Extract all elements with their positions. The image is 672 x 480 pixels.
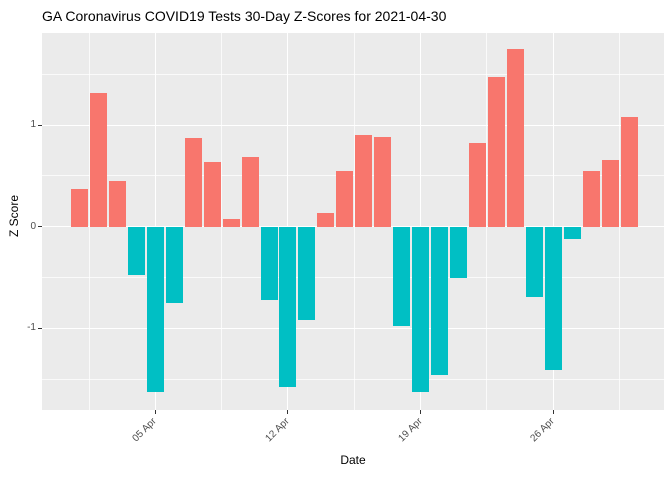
bar-2021-04-26 <box>544 226 562 371</box>
bar-2021-04-08 <box>203 161 221 227</box>
chart-title: GA Coronavirus COVID19 Tests 30-Day Z-Sc… <box>42 8 447 24</box>
bar-2021-04-13 <box>298 226 316 321</box>
bar-2021-04-05 <box>146 226 164 393</box>
bar-2021-04-20 <box>431 226 449 376</box>
gridline-minor-horizontal <box>42 73 664 75</box>
x-axis-tick-mark <box>420 410 422 414</box>
gridline-major-vertical <box>287 33 289 410</box>
plot-panel <box>42 33 664 410</box>
bar-2021-04-14 <box>317 212 335 227</box>
bar-2021-04-01 <box>71 189 88 227</box>
x-tick-label-12-apr: 12 Apr <box>263 416 292 445</box>
gridline-major-horizontal <box>42 124 664 126</box>
y-tick-label-neg1: -1 <box>27 322 36 333</box>
bar-2021-04-02 <box>90 92 107 227</box>
bar-2021-04-24 <box>506 48 524 227</box>
gridline-major-vertical <box>154 33 156 410</box>
y-tick-label-1: 1 <box>30 119 36 130</box>
bar-2021-04-06 <box>165 226 183 303</box>
bar-2021-04-11 <box>260 226 278 300</box>
gridline-minor-horizontal <box>42 378 664 380</box>
bar-2021-04-29 <box>601 159 619 227</box>
x-tick-label-19-apr: 19 Apr <box>396 416 425 445</box>
bar-2021-04-17 <box>374 137 392 227</box>
y-axis-tick-mark <box>38 226 42 228</box>
bar-2021-04-25 <box>525 226 543 297</box>
gridline-major-horizontal <box>42 226 664 228</box>
bar-2021-04-09 <box>222 218 240 227</box>
x-axis-tick-mark <box>552 410 554 414</box>
gridline-minor-vertical <box>619 33 621 410</box>
bar-2021-04-16 <box>355 135 373 227</box>
gridline-major-vertical <box>552 33 554 410</box>
x-tick-label-26-apr: 26 Apr <box>528 416 557 445</box>
x-axis-tick-mark <box>287 410 289 414</box>
gridline-minor-vertical <box>88 33 90 410</box>
bar-2021-04-21 <box>450 226 467 278</box>
bar-2021-04-04 <box>127 226 145 276</box>
bar-2021-04-03 <box>108 180 126 227</box>
bar-2021-04-10 <box>241 156 259 227</box>
bar-2021-04-22 <box>468 143 486 227</box>
bar-2021-04-07 <box>184 138 202 227</box>
bar-2021-04-28 <box>582 170 600 227</box>
gridline-major-horizontal <box>42 327 664 329</box>
x-axis-tick-mark <box>154 410 156 414</box>
x-axis-title: Date <box>340 453 366 467</box>
bar-2021-04-19 <box>412 226 430 393</box>
bar-2021-04-15 <box>336 170 354 227</box>
y-tick-label-0: 0 <box>30 221 36 232</box>
bar-2021-04-18 <box>393 226 411 327</box>
bar-2021-04-27 <box>563 226 581 239</box>
y-axis-title: Z Score <box>7 194 21 238</box>
gridline-minor-vertical <box>353 33 355 410</box>
y-axis-tick-mark <box>38 327 42 329</box>
gridline-minor-vertical <box>486 33 488 410</box>
bar-2021-04-12 <box>279 226 297 388</box>
bar-2021-04-23 <box>487 77 505 227</box>
gridline-minor-vertical <box>221 33 223 410</box>
y-axis-tick-mark <box>38 124 42 126</box>
gridline-minor-horizontal <box>42 277 664 278</box>
bar-2021-04-30 <box>620 116 638 227</box>
gridline-major-vertical <box>420 33 422 410</box>
x-tick-label-05-apr: 05 Apr <box>130 416 159 445</box>
